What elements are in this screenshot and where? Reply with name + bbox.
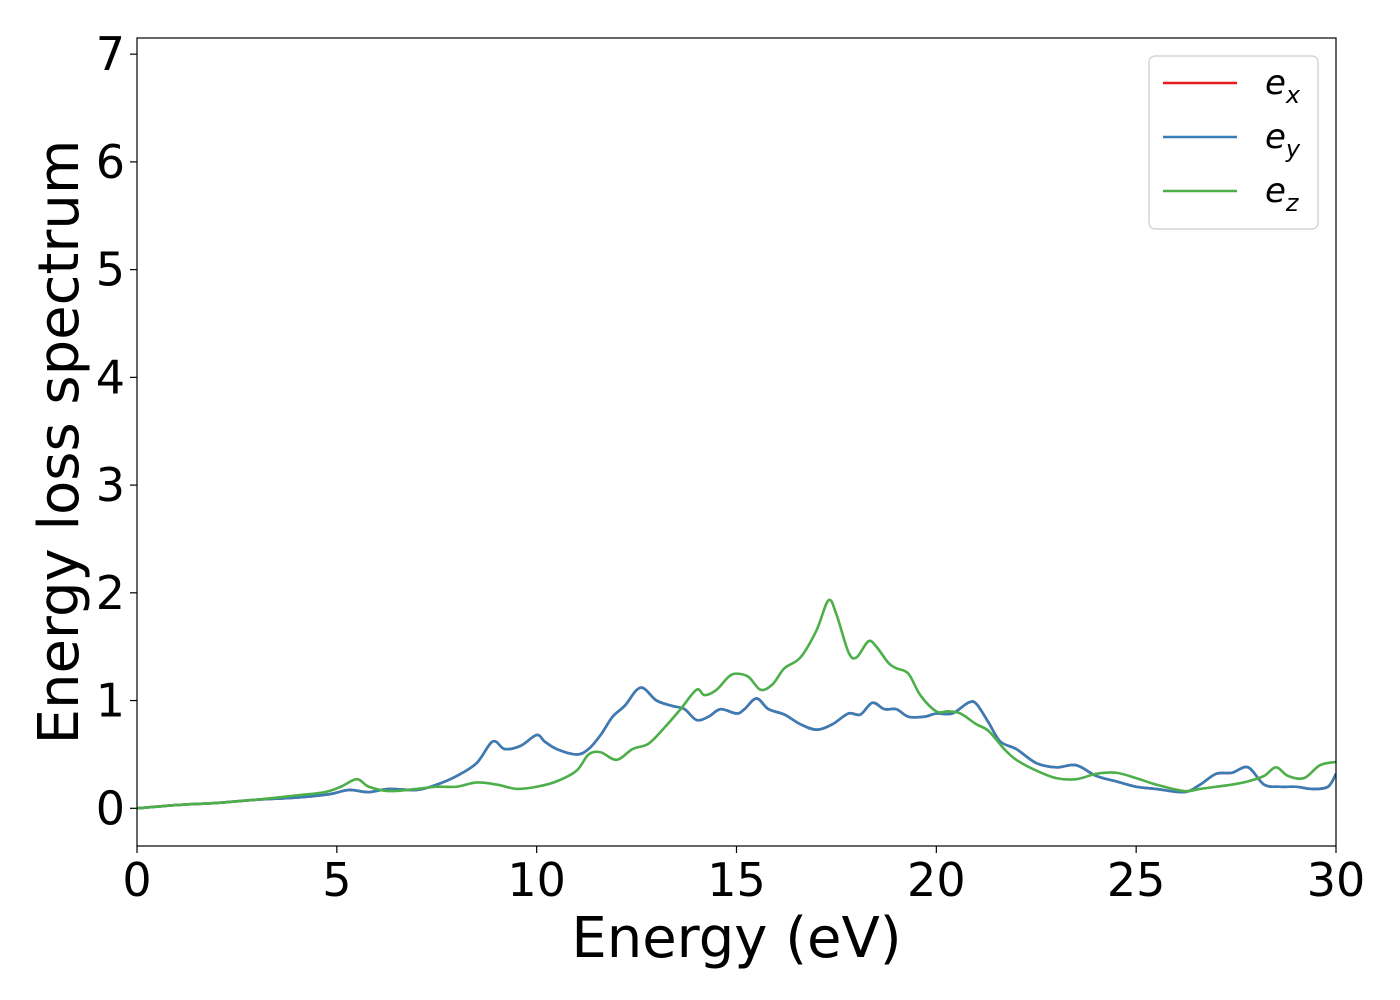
x-tick-label: 5 bbox=[322, 853, 351, 907]
legend-label-ez: ez bbox=[1265, 171, 1300, 217]
series-line-ez bbox=[137, 598, 1336, 810]
x-tick-label: 20 bbox=[907, 853, 966, 907]
legend: ex ey ez bbox=[1148, 55, 1319, 230]
x-tick-label: 10 bbox=[507, 853, 566, 907]
y-tick-label: 0 bbox=[96, 781, 125, 835]
x-tick-label: 15 bbox=[707, 853, 766, 907]
legend-label-ey: ey bbox=[1265, 117, 1301, 163]
x-axis-label: Energy (eV) bbox=[571, 906, 901, 971]
y-axis-ticks: 0 1 2 3 4 5 6 7 bbox=[96, 27, 137, 835]
y-axis-label: Energy loss spectrum bbox=[27, 140, 92, 745]
plot-content bbox=[137, 598, 1336, 810]
y-tick-label: 3 bbox=[96, 458, 125, 512]
series-line-ey bbox=[137, 686, 1336, 810]
y-tick-label: 1 bbox=[96, 674, 125, 728]
x-tick-label: 0 bbox=[122, 853, 151, 907]
legend-label-ex: ex bbox=[1265, 63, 1301, 109]
x-tick-label: 25 bbox=[1107, 853, 1166, 907]
y-tick-label: 4 bbox=[96, 350, 125, 404]
y-tick-label: 7 bbox=[96, 27, 125, 81]
y-tick-label: 2 bbox=[96, 566, 125, 620]
y-tick-label: 5 bbox=[96, 243, 125, 297]
x-axis-ticks: 0 5 10 15 20 25 30 bbox=[122, 846, 1365, 907]
legend-box bbox=[1148, 55, 1319, 230]
y-tick-label: 6 bbox=[96, 135, 125, 189]
x-tick-label: 30 bbox=[1307, 853, 1366, 907]
